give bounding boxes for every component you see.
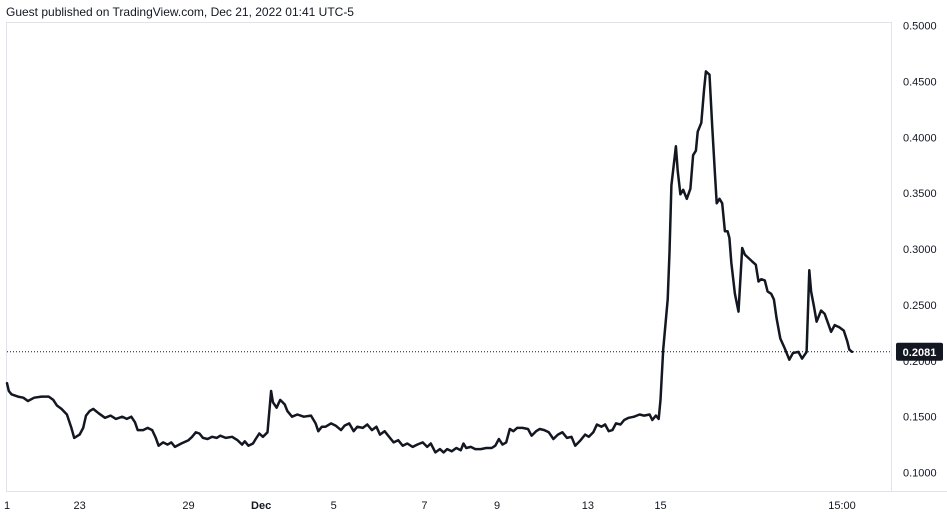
last-price-tag: 0.2081: [896, 342, 943, 361]
y-tick-label: 0.4500: [903, 76, 937, 88]
y-axis-ticks: 0.10000.15000.20000.25000.30000.35000.40…: [903, 21, 937, 480]
x-tick-label: 7: [421, 500, 427, 512]
y-tick-label: 0.3000: [903, 244, 937, 256]
y-tick-label: 0.2500: [903, 300, 937, 312]
y-tick-label: 0.1500: [903, 412, 937, 424]
y-tick-label: 0.5000: [903, 21, 937, 33]
published-watermark: Guest published on TradingView.com, Dec …: [6, 5, 354, 19]
y-tick-label: 0.1000: [903, 468, 937, 480]
x-axis-ticks: 1 23 29 Dec 5 7 9 13 15 15:00: [4, 500, 856, 512]
x-tick-label: 29: [182, 500, 194, 512]
y-tick-label: 0.4000: [903, 132, 937, 144]
x-tick-label: 15: [654, 500, 666, 512]
x-tick-label: 9: [494, 500, 500, 512]
x-tick-label: 23: [73, 500, 85, 512]
x-tick-label: Dec: [251, 500, 271, 512]
last-price-tag-bg: [896, 342, 943, 361]
x-tick-label: 1: [4, 500, 10, 512]
last-price-tag-label: 0.2081: [903, 347, 937, 359]
x-tick-label: 13: [582, 500, 594, 512]
y-tick-label: 0.3500: [903, 188, 937, 200]
x-tick-label: 15:00: [828, 500, 856, 512]
x-tick-label: 5: [331, 500, 337, 512]
price-series-line: [5, 70, 854, 454]
